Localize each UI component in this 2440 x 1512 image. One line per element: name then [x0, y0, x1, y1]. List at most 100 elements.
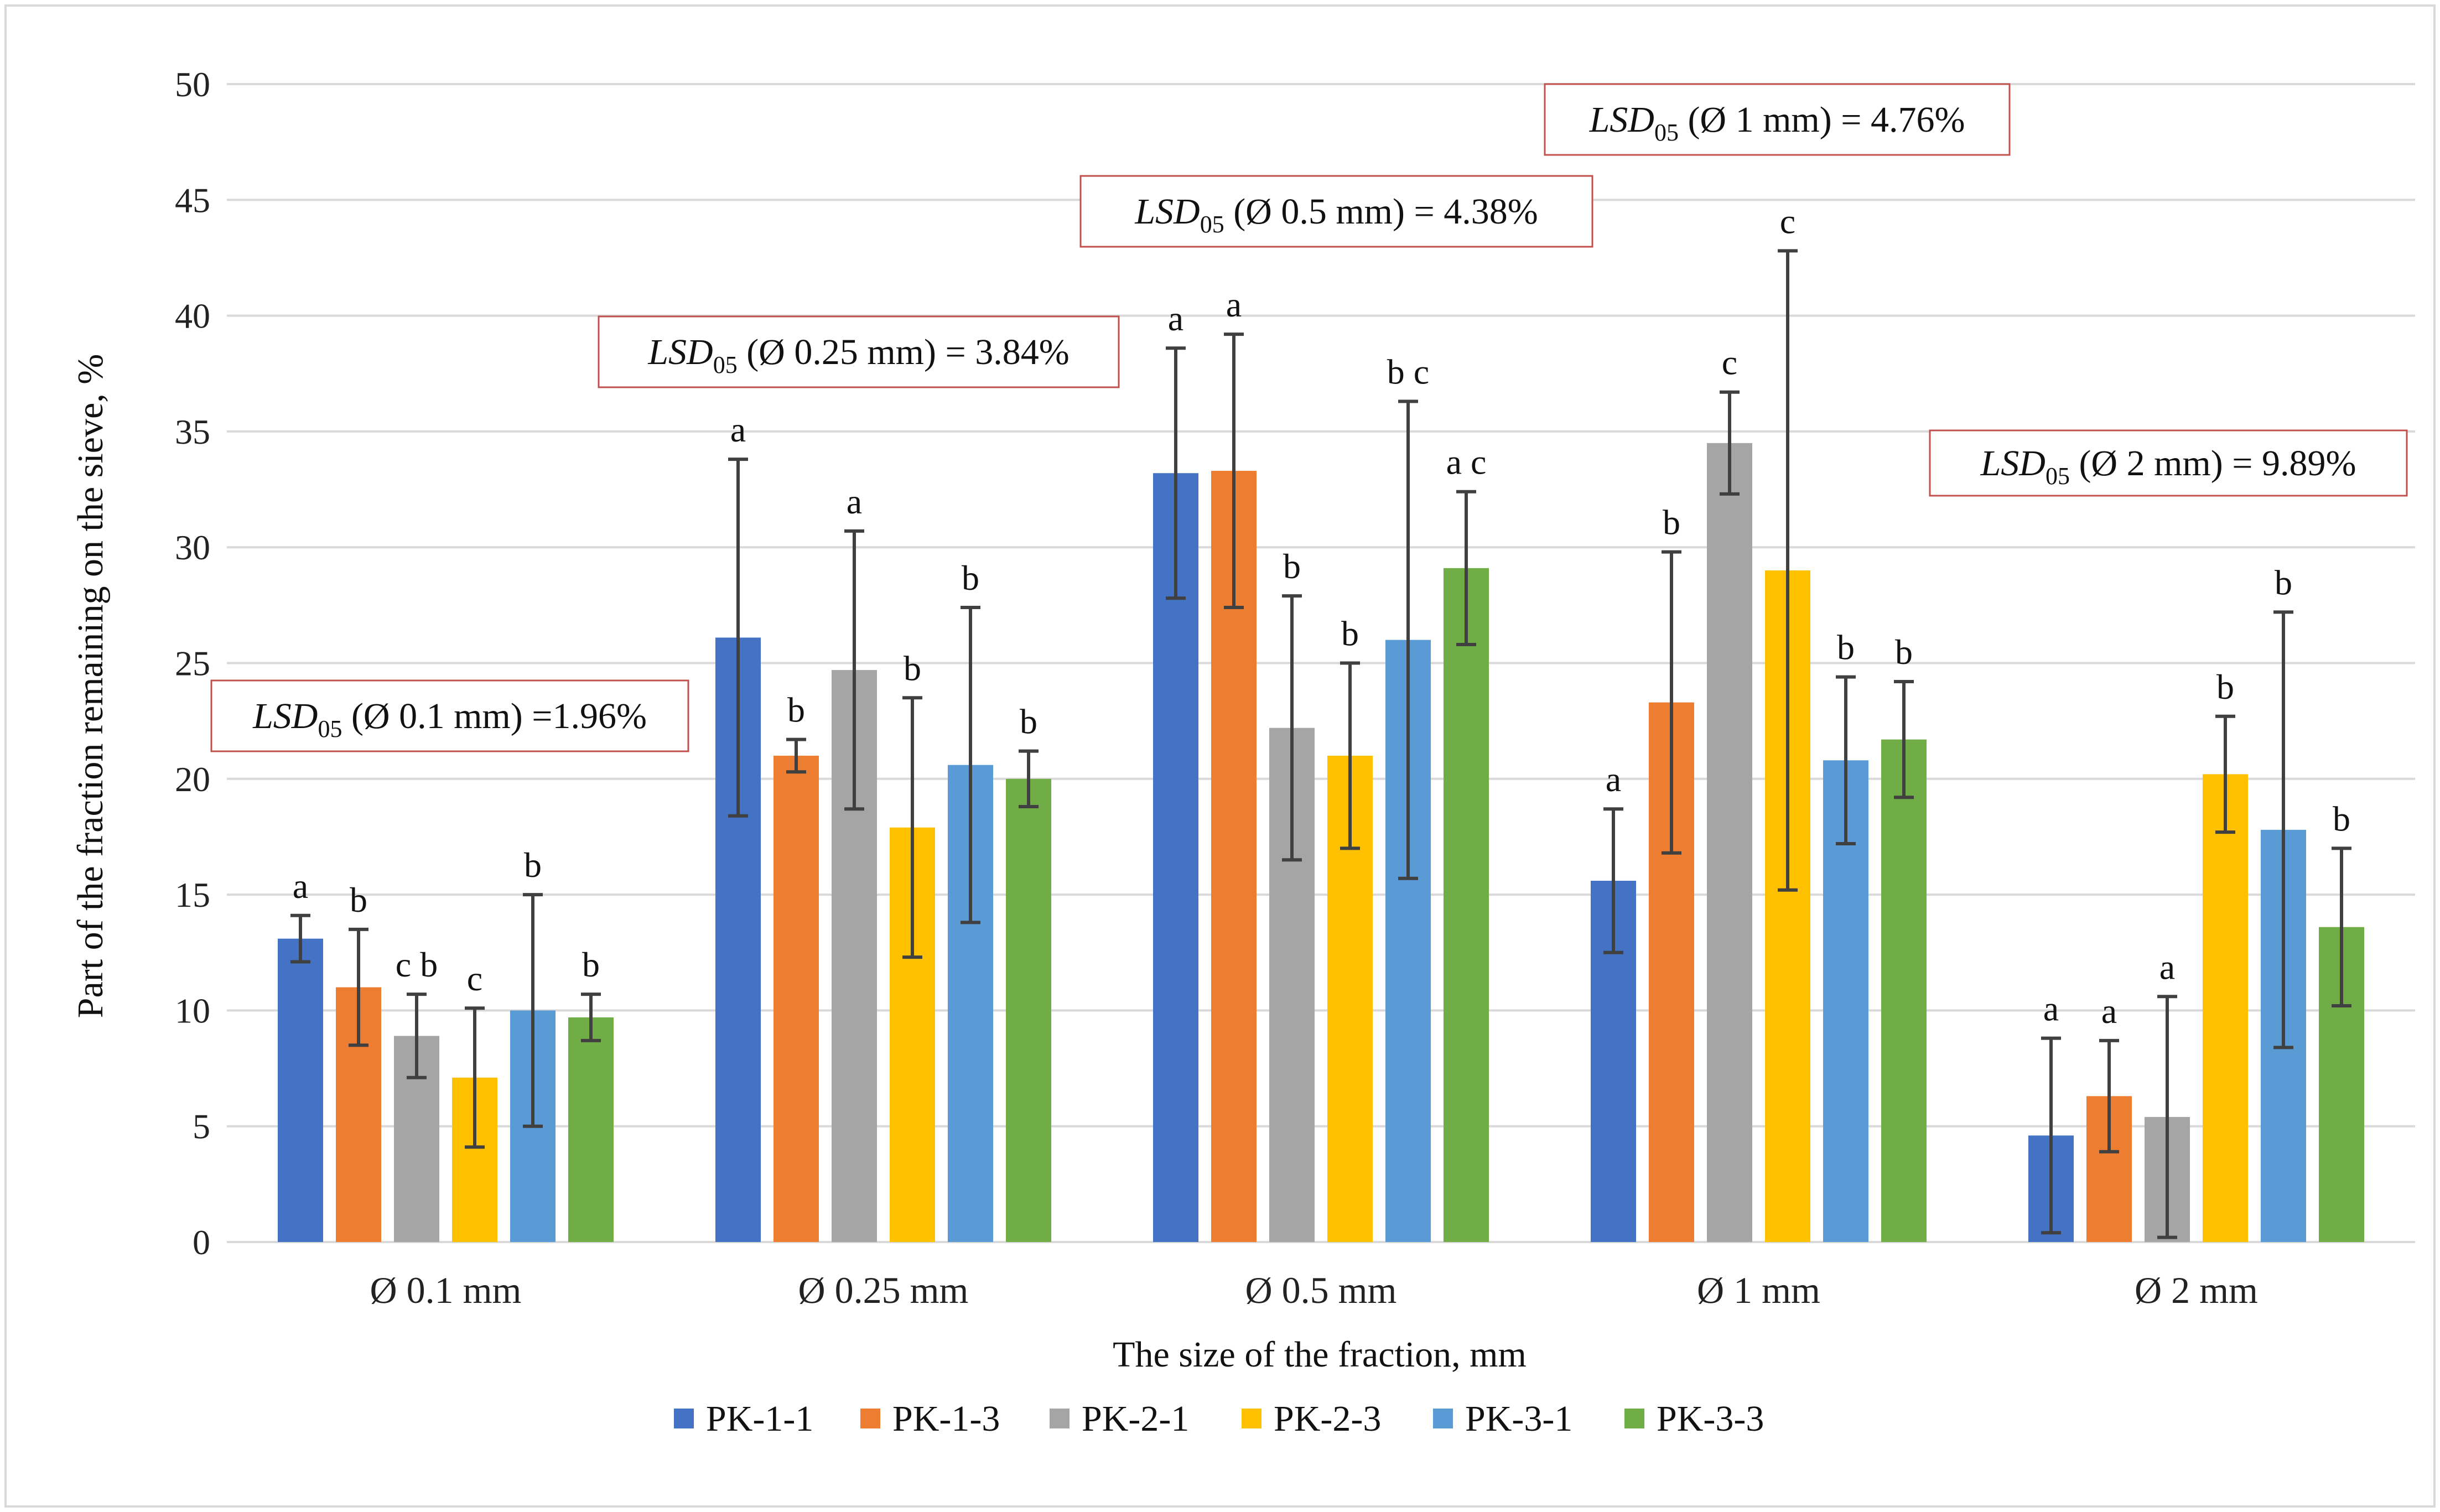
bars [278, 443, 2364, 1242]
significance-letter: a [730, 410, 746, 449]
lsd-annotation-box [1079, 175, 1593, 248]
significance-letter: a c [1446, 443, 1487, 482]
significance-letter: b [1020, 702, 1037, 741]
significance-letter: b [2333, 799, 2350, 838]
y-tick-label: 10 [175, 991, 210, 1030]
y-tick-label: 5 [193, 1107, 210, 1146]
y-axis-title: Part of the fraction remaining on the si… [70, 354, 111, 1018]
significance-letter: b c [1387, 352, 1429, 391]
lsd-label: LSD [1980, 443, 2046, 484]
significance-letter: b [350, 880, 367, 919]
legend-label: PK-3-1 [1465, 1399, 1572, 1439]
significance-letter: b [2275, 563, 2292, 602]
y-tick-label: 50 [175, 65, 210, 104]
significance-letter: c [1780, 201, 1795, 241]
significance-letter: b [1341, 614, 1359, 653]
axes: The size of the fraction, mm Part of the… [70, 65, 2258, 1375]
significance-letter: c [467, 959, 482, 998]
lsd-annotation-box [1544, 83, 2011, 156]
significance-letter: b [582, 945, 600, 984]
significance-letter: c [1722, 343, 1737, 382]
x-category-label: Ø 0.1 mm [370, 1269, 522, 1311]
significance-letter: a [293, 866, 308, 906]
bar-pk-3-3 [1444, 568, 1489, 1242]
lsd-value: (Ø 2 mm) = 9.89% [2070, 443, 2356, 484]
significance-letter: b [1837, 628, 1855, 667]
x-category-label: Ø 0.25 mm [798, 1269, 969, 1311]
significance-letter: a [1168, 299, 1183, 338]
legend-label: PK-3-3 [1657, 1399, 1764, 1439]
lsd-annotation-text: LSD05 (Ø 0.1 mm) =1.96% [252, 696, 647, 742]
bar-pk-3-3 [568, 1017, 614, 1242]
lsd-value: (Ø 1 mm) = 4.76% [1679, 100, 1965, 140]
lsd-label: LSD [1134, 191, 1200, 232]
lsd-annotation-text: LSD05 (Ø 2 mm) = 9.89% [1980, 443, 2356, 490]
bar-pk-3-3 [1881, 739, 1927, 1242]
significance-letter: b [962, 558, 979, 597]
bar-pk-3-3 [1006, 778, 1051, 1242]
lsd-value: (Ø 0.1 mm) =1.96% [342, 696, 647, 736]
bar-pk-1-3 [773, 755, 819, 1242]
significance-letter: b [524, 845, 542, 885]
significance-letter: b [1895, 632, 1913, 672]
legend-swatch-pk-3-1 [1433, 1409, 1453, 1428]
significance-letter: a [847, 482, 862, 521]
lsd-annotation-box [1929, 429, 2408, 497]
lsd-annotation-text: LSD05 (Ø 0.5 mm) = 4.38% [1134, 191, 1538, 238]
y-tick-label: 30 [175, 528, 210, 567]
significance-letter: b [904, 648, 921, 688]
lsd-subscript: 05 [318, 715, 342, 742]
legend-label: PK-1-1 [706, 1399, 813, 1439]
y-tick-label: 15 [175, 875, 210, 915]
significance-letter: b [787, 690, 805, 730]
y-tick-label: 35 [175, 412, 210, 451]
significance-letters: a a a a a b b a b a c b a b c a c b b c b b b b c b b b b a c b b [293, 201, 2350, 1030]
legend-swatch-pk-1-3 [860, 1409, 880, 1428]
legend: PK-1-1 PK-1-3 PK-2-1 PK-2-3 PK-3-1 PK-3-3 [674, 1399, 1764, 1439]
legend-swatch-pk-3-3 [1624, 1409, 1644, 1428]
significance-letter: a [1226, 285, 1242, 324]
y-tick-label: 45 [175, 180, 210, 220]
lsd-subscript: 05 [1200, 211, 1224, 238]
x-category-label: Ø 1 mm [1697, 1269, 1820, 1311]
lsd-annotation-text: LSD05 (Ø 0.25 mm) = 3.84% [647, 332, 1069, 378]
lsd-subscript: 05 [2046, 463, 2070, 490]
lsd-label: LSD [252, 696, 318, 736]
legend-label: PK-2-1 [1082, 1399, 1189, 1439]
lsd-label: LSD [1589, 100, 1654, 140]
significance-letter: a [1606, 760, 1621, 799]
y-tick-label: 20 [175, 760, 210, 799]
legend-swatch-pk-1-1 [674, 1409, 694, 1428]
bar-pk-1-1 [1153, 473, 1198, 1242]
x-category-label: Ø 0.5 mm [1245, 1269, 1397, 1311]
lsd-label: LSD [647, 332, 713, 372]
significance-letter: c b [396, 945, 438, 984]
lsd-annotation-box [210, 679, 689, 752]
significance-letter: b [1283, 547, 1301, 586]
bar-pk-2-3 [2203, 774, 2248, 1242]
x-axis-title: The size of the fraction, mm [1113, 1334, 1527, 1375]
lsd-annotation-box [598, 315, 1120, 388]
error-bars [290, 249, 2351, 1239]
y-tick-label: 0 [193, 1223, 210, 1262]
legend-swatch-pk-2-1 [1050, 1409, 1070, 1428]
legend-label: PK-1-3 [892, 1399, 1000, 1439]
significance-letter: b [1663, 503, 1680, 542]
y-tick-label: 40 [175, 297, 210, 336]
bar-pk-1-1 [278, 938, 323, 1242]
lsd-annotation-text: LSD05 (Ø 1 mm) = 4.76% [1589, 100, 1965, 146]
lsd-value: (Ø 0.25 mm) = 3.84% [738, 332, 1070, 372]
legend-swatch-pk-2-3 [1242, 1409, 1261, 1428]
significance-letter: a [2043, 989, 2059, 1028]
y-tick-label: 25 [175, 644, 210, 683]
significance-letter: b [2216, 667, 2234, 706]
significance-letter: a [2101, 991, 2117, 1031]
bar-pk-2-1 [1707, 443, 1752, 1242]
legend-label: PK-2-3 [1274, 1399, 1381, 1439]
lsd-subscript: 05 [1654, 119, 1679, 146]
x-category-label: Ø 2 mm [2135, 1269, 2258, 1311]
lsd-value: (Ø 0.5 mm) = 4.38% [1224, 191, 1538, 232]
lsd-annotations: LSD05 (Ø 0.1 mm) =1.96%LSD05 (Ø 0.25 mm)… [210, 83, 2408, 752]
